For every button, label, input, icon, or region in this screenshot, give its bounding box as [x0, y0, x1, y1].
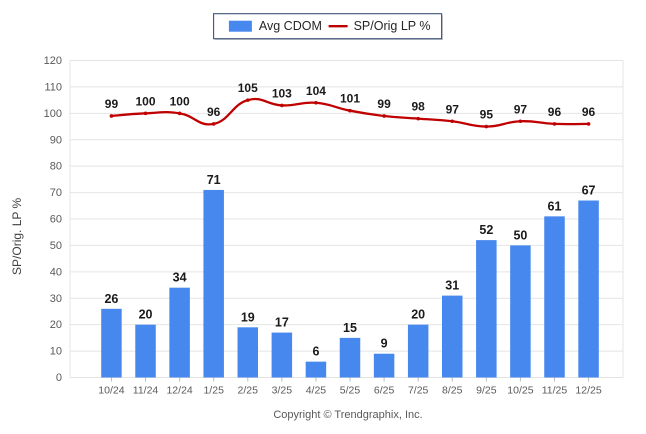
- svg-text:10: 10: [50, 346, 62, 358]
- svg-text:6/25: 6/25: [374, 385, 395, 397]
- svg-text:60: 60: [50, 214, 62, 226]
- svg-text:90: 90: [50, 134, 62, 146]
- svg-text:20: 20: [139, 308, 153, 322]
- svg-text:30: 30: [50, 293, 62, 305]
- svg-text:120: 120: [44, 55, 62, 67]
- svg-text:SP/Orig. LP %: SP/Orig. LP %: [10, 198, 24, 275]
- svg-text:SP/Orig LP %: SP/Orig LP %: [354, 19, 431, 33]
- svg-text:8/25: 8/25: [442, 385, 463, 397]
- svg-text:9/25: 9/25: [476, 385, 497, 397]
- svg-text:7/25: 7/25: [408, 385, 429, 397]
- svg-text:96: 96: [207, 105, 221, 119]
- svg-text:0: 0: [56, 372, 62, 384]
- svg-text:104: 104: [306, 84, 326, 98]
- svg-text:34: 34: [173, 271, 187, 285]
- svg-text:105: 105: [238, 81, 258, 95]
- svg-text:4/25: 4/25: [306, 385, 327, 397]
- svg-text:11/24: 11/24: [133, 385, 159, 397]
- svg-text:12/24: 12/24: [166, 385, 192, 397]
- svg-text:61: 61: [548, 199, 562, 213]
- svg-text:20: 20: [411, 308, 425, 322]
- svg-text:10/24: 10/24: [98, 385, 124, 397]
- svg-text:52: 52: [479, 223, 493, 237]
- svg-text:Avg CDOM: Avg CDOM: [259, 19, 322, 33]
- svg-text:96: 96: [582, 105, 596, 119]
- svg-text:31: 31: [445, 279, 459, 293]
- svg-text:97: 97: [446, 102, 460, 116]
- svg-text:95: 95: [480, 108, 494, 122]
- svg-text:11/25: 11/25: [542, 385, 568, 397]
- svg-text:67: 67: [582, 184, 596, 198]
- svg-text:26: 26: [104, 292, 118, 306]
- svg-text:100: 100: [170, 94, 190, 108]
- svg-text:100: 100: [44, 108, 62, 120]
- svg-text:103: 103: [272, 86, 292, 100]
- svg-text:40: 40: [50, 266, 62, 278]
- svg-text:15: 15: [343, 321, 357, 335]
- svg-text:12/25: 12/25: [575, 385, 601, 397]
- svg-text:100: 100: [136, 94, 156, 108]
- svg-text:110: 110: [44, 81, 62, 93]
- svg-text:9: 9: [381, 337, 388, 351]
- svg-text:3/25: 3/25: [272, 385, 293, 397]
- svg-text:80: 80: [50, 161, 62, 173]
- svg-text:1/25: 1/25: [203, 385, 224, 397]
- svg-text:101: 101: [340, 92, 360, 106]
- svg-text:99: 99: [105, 97, 119, 111]
- svg-text:50: 50: [50, 240, 62, 252]
- svg-text:99: 99: [377, 97, 391, 111]
- svg-text:71: 71: [207, 173, 221, 187]
- svg-text:98: 98: [411, 100, 425, 114]
- svg-text:70: 70: [50, 187, 62, 199]
- svg-text:10/25: 10/25: [507, 385, 533, 397]
- svg-text:50: 50: [513, 228, 527, 242]
- svg-text:6: 6: [312, 345, 319, 359]
- svg-text:17: 17: [275, 316, 289, 330]
- svg-text:Copyright © Trendgraphix, Inc.: Copyright © Trendgraphix, Inc.: [273, 409, 422, 421]
- svg-text:5/25: 5/25: [340, 385, 361, 397]
- svg-text:20: 20: [50, 319, 62, 331]
- svg-text:19: 19: [241, 310, 255, 324]
- svg-text:97: 97: [514, 102, 528, 116]
- svg-text:2/25: 2/25: [238, 385, 259, 397]
- svg-text:96: 96: [548, 105, 562, 119]
